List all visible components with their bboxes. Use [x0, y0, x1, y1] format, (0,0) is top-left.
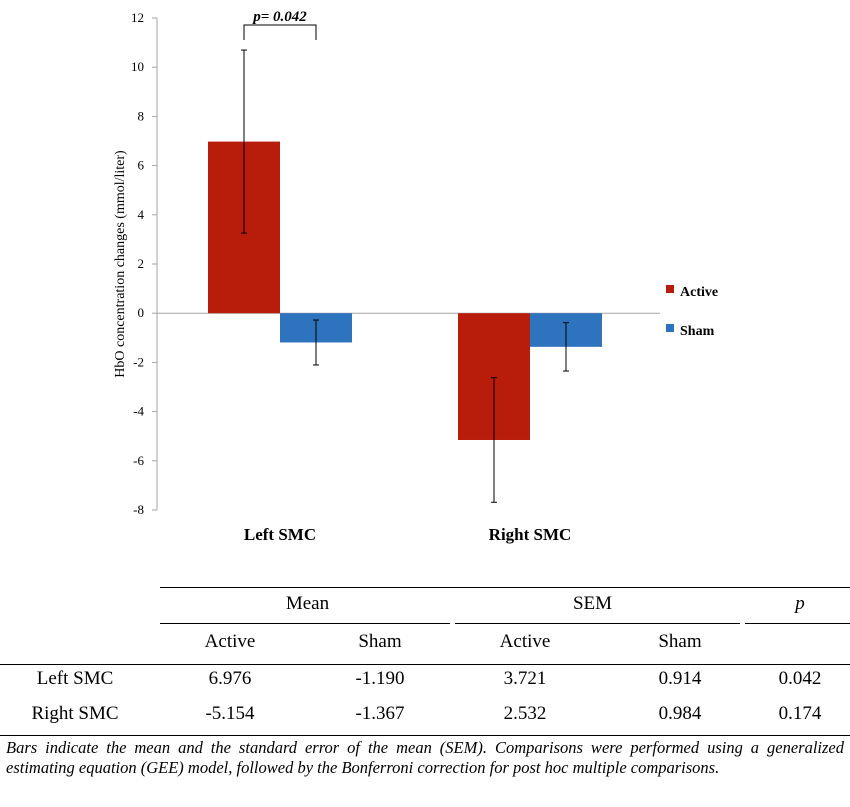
y-ticks: 12 10 8 6 4 2 0 -2 -4 -6 -8 [131, 10, 157, 517]
legend-label-active: Active [680, 285, 718, 300]
y-tick-label: 2 [138, 256, 145, 271]
category-label: Right SMC [489, 525, 572, 544]
legend-label-sham: Sham [680, 324, 715, 339]
p-value-annotation: p= 0.042 [251, 9, 307, 25]
row-left-sem-sham: 0.914 [658, 668, 702, 689]
row-label-right: Right SMC [31, 703, 119, 724]
group-rule-p [745, 623, 850, 624]
legend-swatch-active [666, 285, 674, 293]
row-left-p: 0.042 [778, 668, 822, 689]
y-tick-label: 8 [138, 108, 145, 123]
y-tick-label: 6 [138, 158, 145, 173]
y-tick-label: 4 [138, 207, 145, 222]
y-tick-label: -4 [133, 404, 144, 419]
bars [208, 141, 602, 440]
header-mean: Mean [285, 593, 330, 614]
header-p: p [795, 593, 805, 614]
row-right-mean-sham: -1.367 [355, 703, 405, 724]
y-tick-label: 10 [131, 59, 144, 74]
table-top-rule [160, 587, 850, 588]
row-right-p: 0.174 [778, 703, 822, 724]
row-right-sem-active: 2.532 [503, 703, 547, 724]
legend-swatch-sham [666, 324, 674, 332]
subheader-mean-active: Active [204, 631, 256, 652]
y-tick-label: -8 [133, 502, 144, 517]
group-rule-sem [455, 623, 740, 624]
subheader-sem-active: Active [499, 631, 551, 652]
header-sem: SEM [572, 593, 613, 614]
row-left-mean-sham: -1.190 [355, 668, 405, 689]
y-tick-label: -2 [133, 354, 144, 369]
error-bars [241, 49, 569, 503]
table-bottom-rule [0, 735, 850, 736]
category-label: Left SMC [244, 525, 316, 544]
subheader-mean-sham: Sham [358, 631, 402, 652]
significance-annotation: p= 0.042 [243, 9, 317, 40]
y-tick-label: 0 [138, 305, 145, 320]
bar-chart: 12 10 8 6 4 2 0 -2 -4 -6 -8 HbO concentration chan… [113, 9, 718, 544]
subheader-sem-sham: Sham [658, 631, 702, 652]
row-left-mean-active: 6.976 [208, 668, 252, 689]
y-axis-label: HbO concentration changes (mmol/liter) [113, 150, 128, 378]
significance-bracket [243, 24, 317, 40]
group-rule-mean [160, 623, 450, 624]
y-tick-label: 12 [131, 10, 144, 25]
row-label-left: Left SMC [36, 668, 114, 689]
category-labels: Left SMC Right SMC [244, 525, 571, 544]
row-left-sem-active: 3.721 [503, 668, 547, 689]
statistics-table: Mean SEM p Active Sham Active Sham Left … [0, 585, 850, 736]
figure-caption: Bars indicate the mean and the standard … [6, 738, 844, 777]
row-right-mean-active: -5.154 [205, 703, 255, 724]
table-mid-rule [0, 664, 850, 665]
y-tick-label: -6 [133, 453, 144, 468]
row-right-sem-sham: 0.984 [658, 703, 702, 724]
legend: Active Sham [666, 285, 718, 339]
